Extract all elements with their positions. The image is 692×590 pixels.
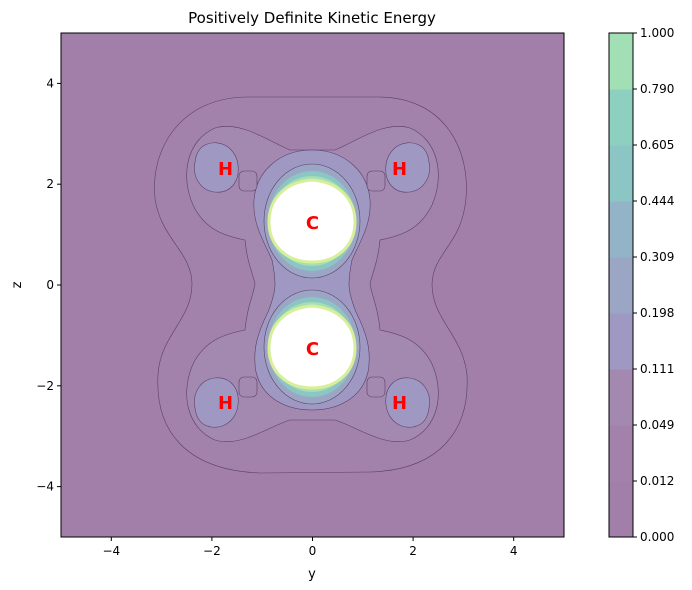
c-core-top <box>263 163 361 279</box>
x-axis: −4 −2 0 2 4 <box>102 537 518 558</box>
y-axis: −4 −2 0 2 4 <box>36 76 61 494</box>
colorbar-segment <box>609 145 633 202</box>
y-tick-label: 0 <box>46 278 54 292</box>
colorbar-tick-label: 0.605 <box>640 138 674 152</box>
colorbar-segment <box>609 425 633 482</box>
small-region-bottom-left <box>238 376 258 398</box>
x-tick-label: 0 <box>309 544 317 558</box>
colorbar-tick-label: 0.444 <box>640 194 674 208</box>
contour-regions <box>154 96 468 474</box>
atom-label-h: H <box>392 159 407 180</box>
colorbar-tick-label: 1.000 <box>640 26 674 40</box>
colorbar-segment <box>609 369 633 426</box>
plot-area: C C H H H H <box>60 32 565 538</box>
x-tick-label: 4 <box>510 544 518 558</box>
atom-label-c: C <box>306 213 319 234</box>
y-axis-label: z <box>10 281 25 288</box>
colorbar-frame <box>608 32 634 538</box>
colorbar-segment <box>609 89 633 146</box>
colorbar-segment <box>609 481 633 538</box>
h-region-top-right <box>385 142 430 193</box>
x-tick-label: −2 <box>203 544 221 558</box>
colorbar-segment <box>609 313 633 370</box>
x-tick-label: 2 <box>409 544 417 558</box>
atom-label-h: H <box>218 393 233 414</box>
small-region-bottom-right <box>366 376 386 398</box>
colorbar-segment <box>609 201 633 258</box>
atom-labels: C C H H H H <box>218 159 407 414</box>
h-region-top-left <box>194 142 239 193</box>
small-region-top-right <box>366 170 386 192</box>
y-tick-label: 2 <box>46 177 54 191</box>
colorbar-tick-label: 0.198 <box>640 306 674 320</box>
colorbar-tick-label: 0.111 <box>640 362 674 376</box>
colorbar-tick-label: 0.049 <box>640 418 674 432</box>
colorbar-segment <box>609 33 633 90</box>
y-tick-label: −4 <box>36 480 54 494</box>
atom-label-h: H <box>218 159 233 180</box>
x-axis-label: y <box>308 567 316 582</box>
colorbar-segment <box>609 257 633 314</box>
atom-label-h: H <box>392 393 407 414</box>
colorbar-tick-label: 0.000 <box>640 530 674 544</box>
colorbar-tick-label: 0.790 <box>640 82 674 96</box>
x-tick-label: −4 <box>102 544 120 558</box>
atom-label-c: C <box>306 339 319 360</box>
c-core-bottom <box>263 289 361 405</box>
h-region-bottom-left <box>194 377 239 428</box>
y-tick-label: 4 <box>46 76 54 90</box>
colorbar-tick-label: 0.309 <box>640 250 674 264</box>
y-tick-label: −2 <box>36 379 54 393</box>
chart-title: Positively Definite Kinetic Energy <box>188 9 436 27</box>
colorbar-tick-label: 0.012 <box>640 474 674 488</box>
small-region-top-left <box>238 170 258 192</box>
colorbar: 0.000 0.012 0.049 0.111 0.198 0.309 0.444 0.605… <box>608 26 674 544</box>
h-region-bottom-right <box>385 377 430 428</box>
